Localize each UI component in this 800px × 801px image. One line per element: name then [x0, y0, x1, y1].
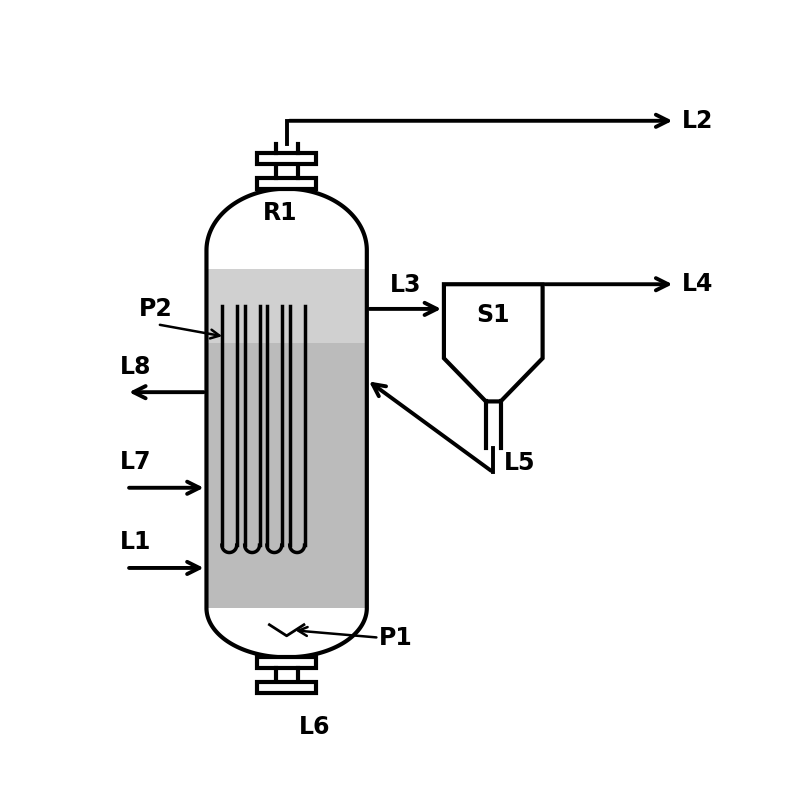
Polygon shape	[444, 284, 542, 401]
Bar	[257, 682, 316, 693]
Bar	[257, 658, 316, 669]
Text: L6: L6	[299, 715, 330, 739]
Text: L5: L5	[504, 451, 536, 475]
Bar	[257, 178, 316, 188]
Text: P1: P1	[379, 626, 413, 650]
Text: P2: P2	[138, 297, 172, 321]
Text: L2: L2	[682, 109, 713, 133]
Text: L8: L8	[120, 355, 152, 379]
Bar	[257, 153, 316, 164]
Text: S1: S1	[477, 303, 510, 327]
Polygon shape	[206, 343, 367, 608]
Text: L1: L1	[120, 530, 151, 554]
Polygon shape	[206, 269, 367, 343]
Text: R1: R1	[263, 201, 298, 225]
Text: L7: L7	[120, 450, 152, 474]
Text: L3: L3	[390, 272, 421, 296]
Text: L4: L4	[682, 272, 713, 296]
Polygon shape	[206, 189, 367, 658]
